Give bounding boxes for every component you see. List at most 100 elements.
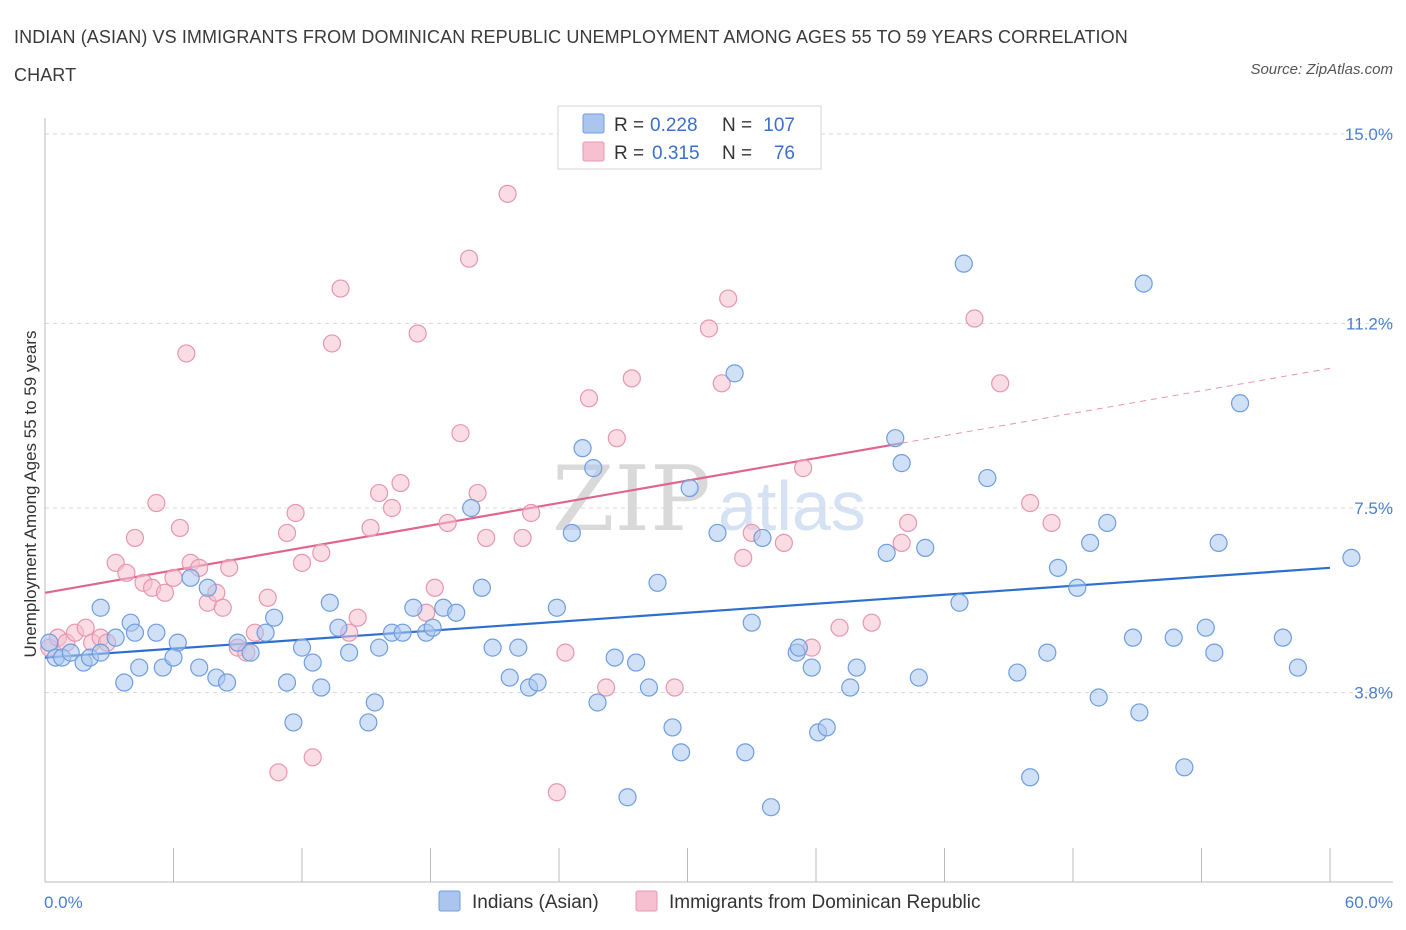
bottom-legend: Indians (Asian) Immigrants from Dominica… (438, 890, 981, 913)
point-dominican-immigrants (370, 483, 389, 503)
point-dominican-immigrants (547, 783, 566, 802)
point-dominican-immigrants (125, 528, 145, 548)
point-indians-asian (393, 623, 412, 642)
point-indians-asian (802, 658, 821, 677)
point-indians-asian (483, 638, 502, 657)
point-indians-asian (1038, 643, 1057, 662)
point-dominican-immigrants (312, 543, 331, 562)
point-indians-asian (500, 668, 519, 687)
legend-r-label: R = (614, 143, 644, 164)
point-indians-asian (753, 528, 772, 548)
point-indians-asian (303, 653, 322, 672)
point-dominican-immigrants (220, 558, 239, 577)
point-indians-asian (1230, 394, 1250, 413)
point-indians-asian (472, 578, 491, 597)
point-dominican-immigrants (719, 289, 738, 308)
point-indians-asian (892, 454, 911, 473)
point-indians-asian (130, 658, 149, 677)
legend-n-label: N = (722, 143, 752, 164)
point-dominican-immigrants (438, 513, 457, 533)
point-indians-asian (198, 578, 217, 597)
point-dominican-immigrants (734, 548, 753, 567)
point-dominican-immigrants (1042, 513, 1061, 533)
point-indians-asian (40, 633, 59, 652)
legend-r-value-pink: 0.315 (652, 143, 700, 164)
point-indians-asian (284, 713, 303, 732)
legend-box: R = 0.228 N = 107 R = 0.315 N = 76 (557, 105, 822, 170)
point-dominican-immigrants (155, 583, 175, 602)
point-dominican-immigrants (286, 503, 305, 523)
legend-swatch-blue (582, 113, 605, 134)
point-indians-asian (61, 643, 80, 662)
point-indians-asian (91, 598, 110, 617)
point-indians-asian (761, 798, 781, 817)
point-indians-asian (1048, 558, 1068, 577)
point-dominican-immigrants (177, 344, 196, 363)
point-indians-asian (736, 743, 755, 762)
point-indians-asian (1008, 663, 1027, 682)
point-indians-asian (265, 608, 284, 627)
y-tick-label: 3.8% (1354, 684, 1393, 703)
point-dominican-immigrants (477, 528, 496, 548)
trend-line-indians-asian (44, 566, 1331, 659)
legend-n-label: N = (722, 115, 752, 136)
bottom-legend-label-pink: Immigrants from Dominican Republic (669, 892, 981, 913)
point-indians-asian (292, 638, 312, 657)
point-indians-asian (462, 498, 481, 518)
point-dominican-immigrants (322, 334, 342, 353)
y-tick-label: 15.0% (1345, 125, 1393, 144)
point-dominican-immigrants (597, 678, 616, 697)
point-indians-asian (256, 623, 275, 642)
legend-r-label: R = (614, 115, 644, 136)
legend-swatch-pink (582, 141, 605, 162)
point-indians-asian (1209, 533, 1228, 553)
data-points (40, 184, 1361, 817)
point-indians-asian (639, 678, 659, 697)
point-indians-asian (91, 643, 110, 662)
point-indians-asian (605, 648, 624, 667)
point-indians-asian (1288, 658, 1307, 677)
point-indians-asian (648, 573, 667, 592)
point-dominican-immigrants (830, 618, 849, 637)
point-indians-asian (217, 673, 237, 692)
point-dominican-immigrants (622, 369, 641, 388)
point-dominican-immigrants (794, 459, 813, 478)
point-dominican-immigrants (408, 324, 427, 343)
grid-lines (45, 133, 1393, 694)
point-indians-asian (1068, 578, 1087, 597)
point-indians-asian (1123, 628, 1143, 647)
point-indians-asian (671, 743, 691, 762)
point-dominican-immigrants (665, 678, 684, 697)
point-indians-asian (228, 633, 247, 652)
point-indians-asian (708, 523, 727, 543)
point-indians-asian (164, 648, 183, 667)
point-dominican-immigrants (303, 748, 322, 767)
x-tick-label-min: 0.0% (44, 893, 83, 912)
point-dominican-immigrants (258, 588, 277, 607)
trend-line-dominican-extension (901, 367, 1331, 444)
point-dominican-immigrants (348, 608, 367, 627)
point-dominican-immigrants (117, 563, 136, 582)
point-dominican-immigrants (991, 374, 1010, 393)
point-dominican-immigrants (425, 578, 444, 597)
point-indians-asian (190, 658, 209, 677)
point-dominican-immigrants (292, 553, 312, 572)
point-indians-asian (1130, 703, 1149, 722)
point-indians-asian (125, 623, 145, 642)
point-indians-asian (1196, 618, 1215, 637)
point-indians-asian (886, 429, 905, 448)
point-indians-asian (817, 718, 836, 737)
point-indians-asian (742, 613, 761, 632)
source-label: Source: ZipAtlas.com (1250, 61, 1393, 78)
point-indians-asian (877, 543, 896, 562)
point-indians-asian (168, 633, 187, 652)
point-indians-asian (312, 678, 331, 697)
point-indians-asian (241, 643, 260, 662)
point-indians-asian (680, 478, 699, 498)
point-dominican-immigrants (1021, 493, 1040, 513)
point-indians-asian (1342, 548, 1361, 567)
point-indians-asian (1021, 768, 1040, 787)
point-indians-asian (725, 364, 744, 383)
point-dominican-immigrants (468, 483, 487, 503)
point-indians-asian (181, 568, 200, 587)
